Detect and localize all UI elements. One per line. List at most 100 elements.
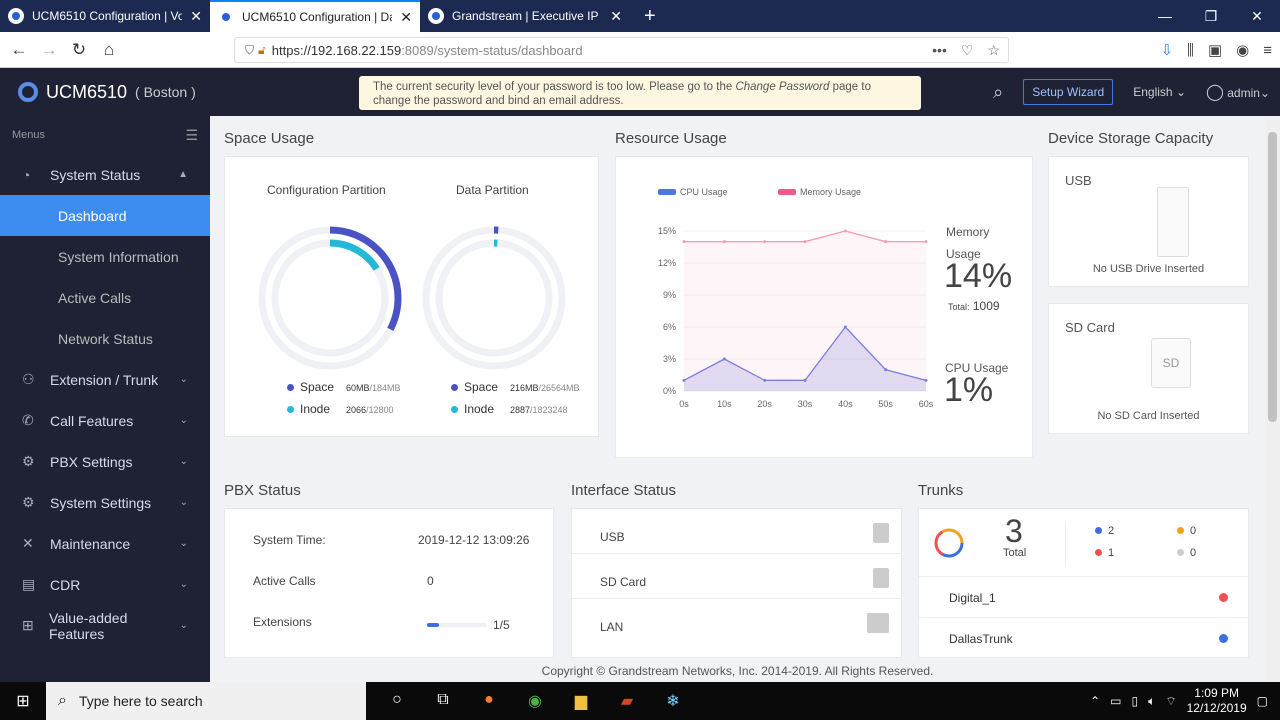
sidebar-item-system-settings[interactable]: ⚙ System Settings ⌄: [22, 494, 188, 511]
chevron-down-icon: ⌄: [1259, 86, 1270, 100]
sidebar-sub-system-information[interactable]: System Information: [58, 248, 179, 265]
browser-tabbar: UCM6510 Configuration | VolP ✕ UCM6510 Co…: [0, 0, 1280, 32]
windows-start-icon[interactable]: ⊞: [16, 693, 30, 710]
close-icon[interactable]: ✕: [400, 8, 412, 25]
x-tick-label: 40s: [838, 399, 853, 409]
close-icon[interactable]: ✕: [610, 7, 622, 24]
resource-usage-title: Resource Usage: [615, 130, 727, 147]
trunks-total-value: 3: [1005, 513, 1023, 549]
usb-storage-card: USB No USB Drive Inserted: [1048, 156, 1249, 287]
x-tick-label: 10s: [717, 399, 732, 409]
taskbar-search[interactable]: ⌕ Type here to search: [46, 682, 366, 720]
chrome-icon[interactable]: ◉: [528, 693, 542, 710]
network-icon: ⚇: [22, 371, 35, 387]
data-point: [884, 368, 888, 372]
table-row[interactable]: DallasTrunk: [919, 617, 1248, 658]
new-tab-icon[interactable]: +: [644, 5, 656, 27]
sidebar-item-maintenance[interactable]: ✕ Maintenance ⌄: [22, 535, 188, 552]
reload-icon[interactable]: ↻: [71, 39, 87, 59]
sidebar-item-value-added-features[interactable]: ⊞ Value-added Features ⌄: [22, 609, 188, 642]
data-point: [843, 229, 847, 233]
network-icon[interactable]: ⌔: [1165, 693, 1177, 708]
copyright-footer: Copyright © Grandstream Networks, Inc. 2…: [541, 664, 934, 678]
sidebar-item-extension-trunk[interactable]: ⚇ Extension / Trunk ⌄: [22, 371, 188, 388]
grid-icon: ⊞: [22, 617, 34, 633]
battery-icon[interactable]: ▯: [1131, 694, 1139, 708]
close-icon[interactable]: ✕: [190, 7, 202, 24]
x-tick-label: 60s: [919, 399, 934, 409]
tray-chevron-icon[interactable]: ⌃: [1090, 694, 1101, 708]
sidebar-sub-network-status[interactable]: Network Status: [58, 330, 153, 347]
data-point: [682, 378, 686, 382]
home-icon[interactable]: ⌂: [103, 39, 115, 59]
scrollbar[interactable]: [1265, 116, 1280, 682]
resource-chart: 0% 3% 6% 9% 12% 15% 0s 10s 20s 30s 40s 50s 60s: [658, 226, 934, 409]
phone-icon: ✆: [22, 412, 34, 428]
interface-usb: USB: [572, 509, 901, 554]
star-icon[interactable]: ☆: [987, 41, 1000, 58]
browser-tab[interactable]: Grandstream | Executive IP Pho✕: [420, 0, 630, 32]
url-host: https://192.168.22.159: [271, 42, 402, 58]
data-point: [763, 378, 767, 382]
browser-tab-active[interactable]: UCM6510 Configuration | Dashb✕: [210, 0, 420, 32]
browser-tab[interactable]: UCM6510 Configuration | VolP ✕: [0, 0, 210, 32]
search-icon[interactable]: ⌕: [993, 81, 1004, 102]
system-time-value: 2019-12-12 13:09:26: [418, 533, 530, 547]
trunk-count-orange: 0: [1177, 525, 1196, 537]
sidebar-item-pbx-settings[interactable]: ⚙ PBX Settings ⌄: [22, 453, 188, 470]
shield-icon: ⛉: [245, 42, 255, 57]
config-partition-donut: [258, 226, 402, 370]
y-tick-label: 15%: [658, 226, 676, 236]
back-icon[interactable]: ←: [10, 39, 28, 59]
data-legend: Space 216MB/26564MB Inode 2887/1823248: [451, 377, 580, 421]
sidebar-sub-active-calls[interactable]: Active Calls: [58, 289, 132, 306]
language-select[interactable]: English ⌄: [1133, 85, 1186, 99]
sidebar-item-system-status[interactable]: ◔ System Status ▲: [22, 166, 188, 183]
cpu-usage-value: 1%: [944, 371, 994, 409]
more-icon[interactable]: •••: [932, 41, 947, 58]
account-icon[interactable]: ◉: [1236, 42, 1250, 59]
user-menu[interactable]: ◯ admin⌄: [1206, 84, 1270, 101]
close-window-icon[interactable]: ✕: [1251, 8, 1263, 24]
chevron-down-icon: ⌄: [179, 456, 188, 467]
sidebar-item-cdr[interactable]: ▤ CDR ⌄: [22, 576, 188, 593]
collapse-menu-icon[interactable]: ☰: [185, 126, 198, 143]
window-controls: — ❐ ✕: [1142, 0, 1280, 32]
library-icon[interactable]: ⫼: [1187, 41, 1194, 59]
sidebar-sub-dashboard[interactable]: Dashboard: [0, 195, 210, 236]
setup-wizard-button[interactable]: Setup Wizard: [1023, 79, 1114, 105]
forward-icon[interactable]: →: [40, 39, 58, 59]
download-icon[interactable]: ⇩: [1160, 42, 1174, 59]
address-bar[interactable]: ⛉ 🔓︎ https://192.168.22.159:8089/system-…: [234, 37, 1009, 63]
sidebar-item-call-features[interactable]: ✆ Call Features ⌄: [22, 412, 188, 429]
data-point: [763, 240, 767, 244]
task-view-icon[interactable]: ⧉: [437, 691, 449, 708]
security-banner: The current security level of your passw…: [359, 76, 921, 110]
data-point: [924, 240, 928, 244]
app-icon[interactable]: ❄: [666, 693, 680, 710]
minimize-icon[interactable]: —: [1158, 8, 1172, 24]
taskbar-clock[interactable]: 1:09 PM 12/12/2019: [1186, 686, 1247, 715]
menu-icon[interactable]: ≡: [1263, 41, 1272, 59]
cortana-icon[interactable]: ○: [392, 691, 402, 708]
extensions-bar: [427, 623, 487, 627]
firefox-icon[interactable]: ●: [484, 691, 494, 708]
lan-port-icon: [867, 613, 889, 633]
file-explorer-icon[interactable]: ▆: [574, 693, 588, 710]
series-area: [684, 231, 926, 391]
scrollbar-thumb[interactable]: [1268, 132, 1277, 422]
volume-icon[interactable]: 🔈︎: [1148, 693, 1156, 708]
pocket-icon[interactable]: ♡: [960, 41, 974, 58]
tray-device-icon[interactable]: ▭: [1110, 694, 1122, 708]
notifications-icon[interactable]: ▢: [1256, 694, 1268, 708]
sd-storage-card: SD Card SD No SD Card Inserted: [1048, 303, 1249, 434]
maximize-icon[interactable]: ❐: [1204, 8, 1218, 24]
sidebar: Menus ☰ ◔ System Status ▲ Dashboard System …: [0, 116, 210, 682]
search-icon: ⌕: [58, 692, 67, 709]
powerpoint-icon[interactable]: ▰: [620, 693, 634, 710]
sidebar-icon[interactable]: ▣: [1207, 42, 1223, 59]
table-row[interactable]: Digital_1: [919, 576, 1248, 617]
interface-status-card: USB SD Card LAN: [571, 508, 902, 658]
interface-lan: LAN: [572, 599, 901, 644]
change-password-link[interactable]: Change Password: [735, 81, 830, 93]
